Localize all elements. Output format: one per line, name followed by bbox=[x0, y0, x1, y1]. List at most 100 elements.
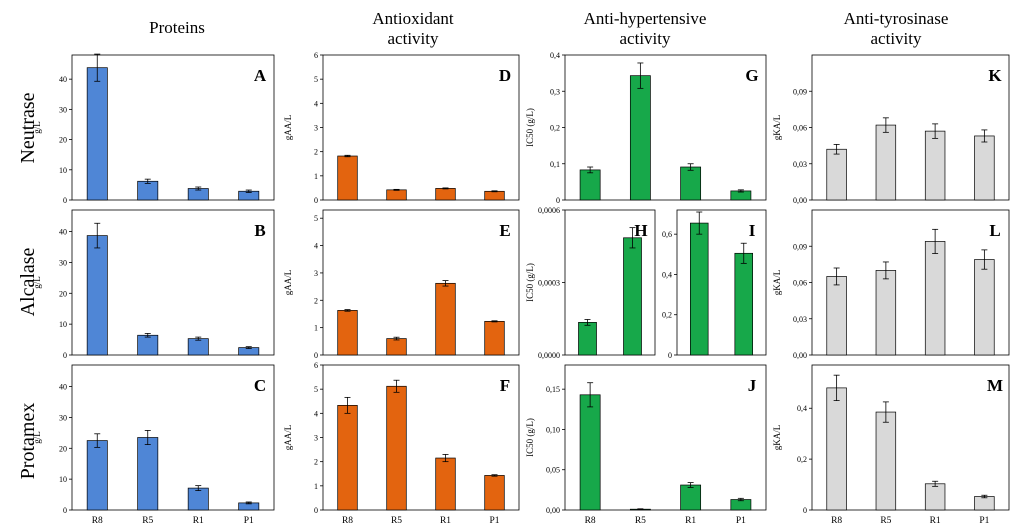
bar-r8 bbox=[826, 276, 847, 356]
y-tick-label: 0,1 bbox=[550, 160, 560, 169]
panel-frame bbox=[71, 364, 275, 511]
column-title-line: Anti-hypertensive bbox=[584, 9, 707, 28]
panel-k: 0,00 0,03 0,06 0,09 gKA/L K bbox=[772, 54, 1010, 205]
panel-l: 0,00 0,03 0,06 0,09 gKA/L L bbox=[772, 209, 1010, 360]
panel-letter: K bbox=[988, 66, 1002, 85]
bar-r5 bbox=[386, 385, 407, 511]
y-tick-label: 4 bbox=[314, 99, 318, 108]
x-tick-label: R5 bbox=[142, 516, 153, 525]
bar-r8 bbox=[86, 440, 108, 511]
panel-frame bbox=[71, 209, 275, 356]
bar-r1 bbox=[924, 130, 946, 201]
bar-p1 bbox=[974, 135, 995, 201]
panel-m: 0 0,2 0,4 gKA/L R8 R5 R1 P1 M bbox=[772, 364, 1010, 525]
y-tick-label: 0,4 bbox=[662, 270, 672, 279]
y-axis-label: gAA/L bbox=[283, 115, 293, 141]
bar-r8 bbox=[579, 394, 601, 511]
y-tick-label: 0,00 bbox=[793, 196, 807, 205]
bar-p1 bbox=[484, 475, 505, 511]
panel-h: 0,0000 0,0003 0,0006 IC50 (g/L) H bbox=[525, 206, 656, 360]
bar-r8 bbox=[86, 235, 108, 356]
y-axis-label: g/L bbox=[32, 431, 42, 444]
panel-frame bbox=[564, 364, 767, 511]
y-axis-label: g/L bbox=[32, 276, 42, 289]
y-tick-label: 20 bbox=[59, 444, 67, 453]
column-title-1: Antioxidant activity bbox=[372, 9, 453, 48]
row-label-neutrase: Neutrase bbox=[17, 92, 39, 163]
bar-r1 bbox=[187, 487, 209, 511]
panel-letter: B bbox=[254, 221, 265, 240]
bar-r1 bbox=[680, 484, 702, 511]
bar-p1 bbox=[974, 259, 995, 356]
bar-r8 bbox=[578, 322, 597, 356]
panel-j: 0,00 0,05 0,10 0,15 IC50 (g/L) R8 R5 R1 P1 J bbox=[525, 364, 767, 525]
y-axis-label: IC50 (g/L) bbox=[525, 263, 535, 302]
bar-p1 bbox=[974, 496, 995, 511]
bar-p1 bbox=[484, 320, 505, 356]
panel-frame bbox=[71, 54, 275, 201]
y-tick-label: 30 bbox=[59, 105, 67, 114]
panel-letter: L bbox=[989, 221, 1000, 240]
column-title-3: Anti-tyrosinase activity bbox=[844, 9, 949, 48]
y-tick-label: 0 bbox=[63, 196, 67, 205]
panel-d: 0 1 2 3 4 5 6 gAA/L D bbox=[283, 51, 520, 205]
y-tick-label: 10 bbox=[59, 475, 67, 484]
y-tick-label: 40 bbox=[59, 75, 67, 84]
y-tick-label: 4 bbox=[314, 242, 318, 251]
bar-p1 bbox=[484, 190, 505, 201]
column-title-line: activity bbox=[620, 29, 671, 48]
panel-letter: A bbox=[254, 66, 267, 85]
panel-frame bbox=[676, 209, 767, 356]
y-tick-label: 0,09 bbox=[793, 87, 807, 96]
y-tick-label: 0,15 bbox=[546, 385, 560, 394]
panel-letter: D bbox=[499, 66, 511, 85]
y-axis-label: gAA/L bbox=[283, 270, 293, 296]
y-tick-label: 0 bbox=[63, 351, 67, 360]
y-tick-label: 0 bbox=[314, 196, 318, 205]
x-tick-label: P1 bbox=[489, 516, 499, 525]
bar-r8 bbox=[826, 387, 847, 511]
panel-a: 0 10 20 30 40 g/L A bbox=[32, 53, 275, 205]
bar-r8 bbox=[826, 148, 847, 201]
bar-r5 bbox=[137, 180, 159, 201]
y-tick-label: 5 bbox=[314, 75, 318, 84]
y-tick-label: 1 bbox=[314, 324, 318, 333]
bar-p1 bbox=[734, 252, 753, 356]
y-tick-label: 0,2 bbox=[662, 311, 672, 320]
y-tick-label: 6 bbox=[314, 361, 318, 370]
panel-letter: F bbox=[500, 376, 510, 395]
y-tick-label: 20 bbox=[59, 289, 67, 298]
column-title-line: Proteins bbox=[149, 18, 205, 37]
bar-r8 bbox=[337, 310, 358, 356]
bar-r1 bbox=[689, 222, 709, 356]
y-tick-label: 1 bbox=[314, 172, 318, 181]
bar-r1 bbox=[435, 457, 456, 511]
y-tick-label: 0,4 bbox=[797, 404, 807, 413]
y-tick-label: 0,2 bbox=[550, 124, 560, 133]
x-tick-label: R8 bbox=[342, 516, 353, 525]
x-tick-label: R1 bbox=[930, 516, 941, 525]
panel-letter: G bbox=[745, 66, 758, 85]
x-tick-label: P1 bbox=[736, 516, 746, 525]
bar-r5 bbox=[629, 75, 651, 201]
y-axis-label: gKA/L bbox=[772, 115, 782, 141]
column-title-line: activity bbox=[871, 29, 922, 48]
panel-letter: J bbox=[748, 376, 757, 395]
y-tick-label: 40 bbox=[59, 383, 67, 392]
y-tick-label: 30 bbox=[59, 258, 67, 267]
panel-e: 0 1 2 3 4 5 gAA/L E bbox=[283, 209, 520, 360]
y-tick-label: 0,10 bbox=[546, 425, 560, 434]
x-tick-label: R8 bbox=[585, 516, 596, 525]
panel-f: 0 1 2 3 4 5 6 gAA/L R8 R5 R1 P1 F bbox=[283, 361, 520, 525]
chart-panels: 010203040g/LA010203040g/LB010203040g/LR8… bbox=[32, 51, 1010, 525]
y-tick-label: 0,0006 bbox=[538, 206, 560, 215]
panel-letter: M bbox=[987, 376, 1003, 395]
y-tick-label: 6 bbox=[314, 51, 318, 60]
y-axis-label: IC50 (g/L) bbox=[525, 108, 535, 147]
panel-letter: C bbox=[254, 376, 266, 395]
bar-r8 bbox=[337, 155, 358, 201]
x-tick-label: P1 bbox=[979, 516, 989, 525]
y-axis-label: gKA/L bbox=[772, 425, 782, 451]
y-axis-label: g/L bbox=[32, 121, 42, 134]
